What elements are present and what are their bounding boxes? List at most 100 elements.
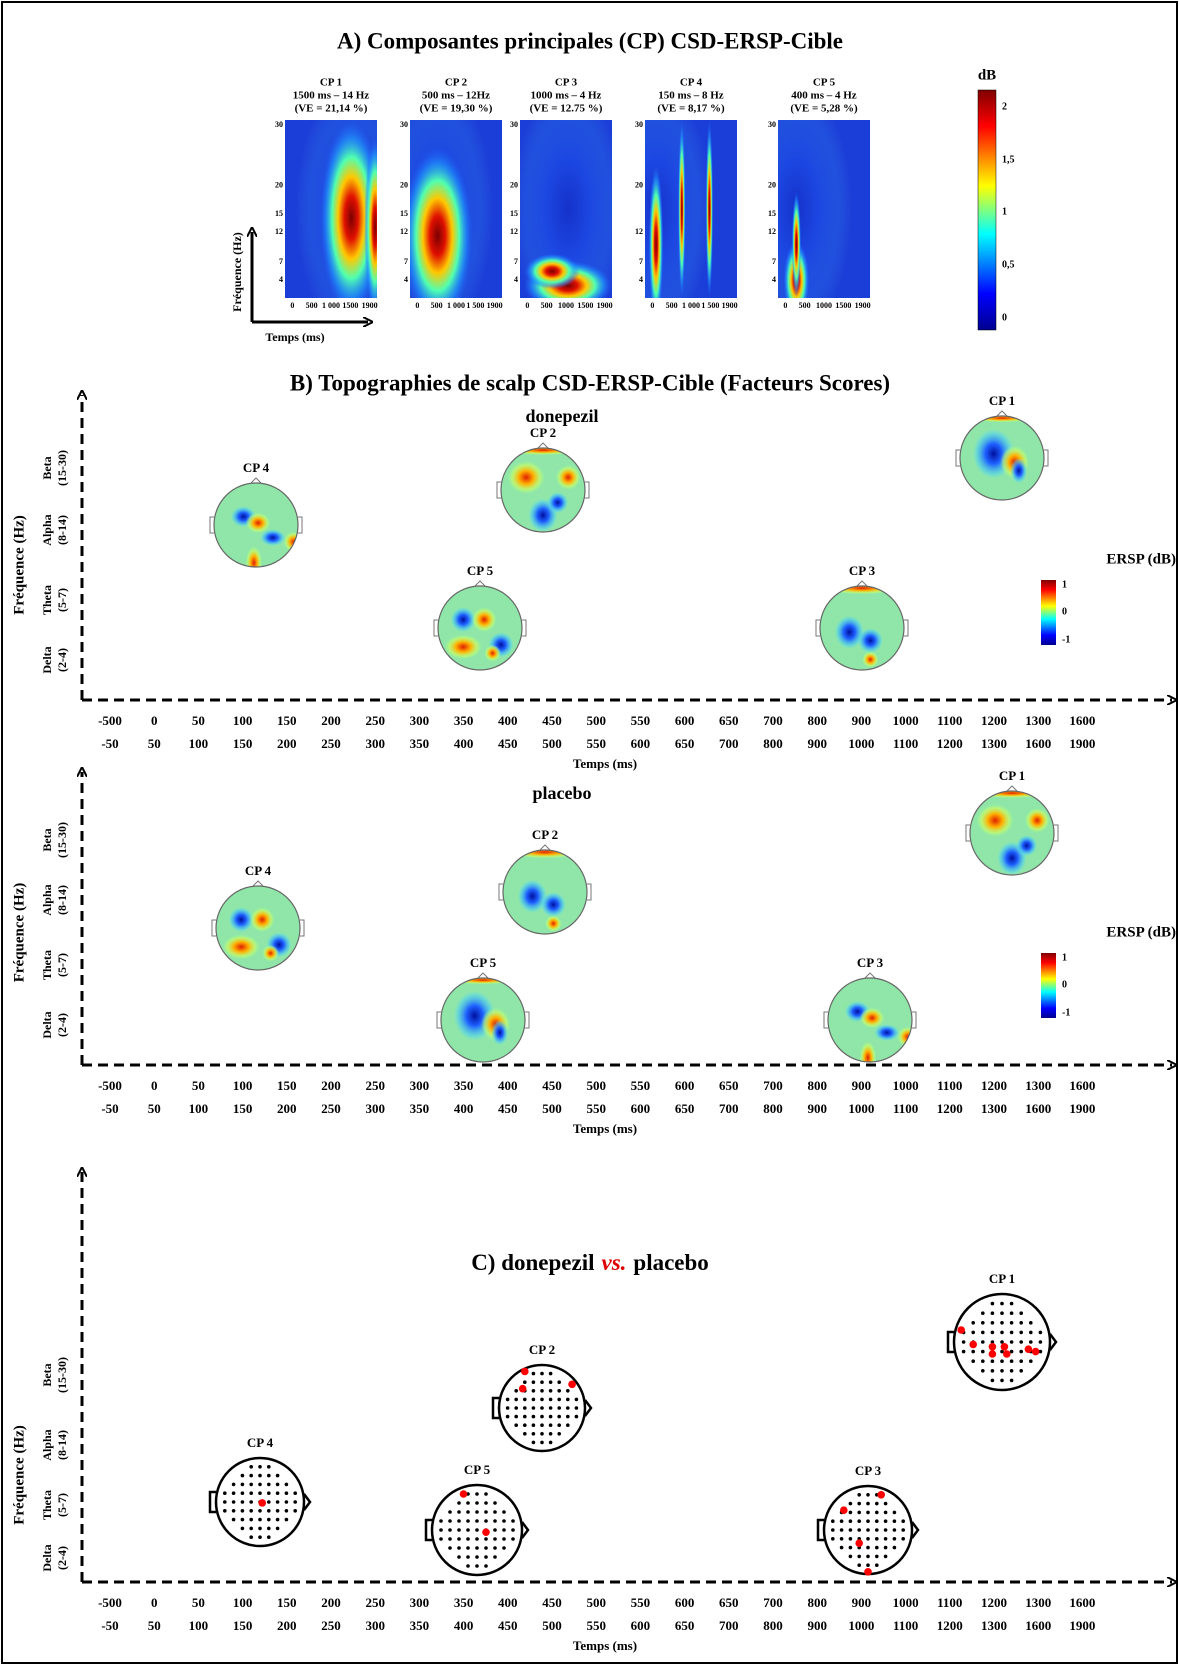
band-range: (15-30)	[55, 450, 69, 486]
x-tick-label: 550	[631, 713, 651, 728]
band-range: (8-14)	[55, 1430, 69, 1460]
y-tick-label: 20	[275, 181, 283, 190]
topomap-blob	[1024, 807, 1050, 834]
electrode	[875, 1519, 879, 1523]
electrode	[284, 1491, 289, 1495]
electrode	[548, 1397, 553, 1402]
y-axis-label: Fréquence (Hz)	[11, 883, 27, 983]
x-tick-label: 200	[321, 713, 341, 728]
x-tick-label: 0	[151, 713, 158, 728]
electrode	[875, 1545, 879, 1550]
topomap-blob	[249, 907, 275, 933]
map-label: CP 5	[464, 1462, 491, 1477]
heatmap-haze	[520, 120, 612, 298]
significant-electrode	[1031, 1347, 1040, 1356]
x-tick-label: 600	[675, 1078, 695, 1093]
x-axis-label: Temps (ms)	[573, 756, 637, 771]
electrode	[901, 1519, 905, 1523]
x-tick-label: 300	[410, 1078, 430, 1093]
heatmap-blob	[524, 253, 580, 290]
significant-electrode	[1003, 1350, 1011, 1358]
x-tick-label: 900	[807, 1101, 827, 1116]
y-tick-label: 15	[510, 209, 518, 218]
y-tick-label: 20	[400, 181, 408, 190]
electrode	[466, 1555, 470, 1559]
electrode	[466, 1546, 470, 1550]
electrode	[990, 1321, 995, 1325]
electrode	[1009, 1369, 1014, 1373]
y-tick-label: 30	[635, 120, 643, 129]
x-tick-label: -500	[98, 1595, 122, 1610]
electrode	[574, 1397, 579, 1402]
electrode	[448, 1510, 452, 1514]
electrode	[557, 1380, 561, 1384]
electrode	[493, 1546, 497, 1550]
x-tick-label: 0	[151, 1078, 158, 1093]
x-tick-label: 50	[148, 736, 161, 751]
x-tick-label: 500	[586, 713, 606, 728]
x-tick-label: 0	[151, 1595, 158, 1610]
x-tick-label: 650	[675, 1618, 695, 1633]
electrode	[475, 1528, 479, 1532]
heatmap-blob	[319, 120, 377, 298]
topomap	[960, 416, 1044, 500]
topomap-blob	[222, 934, 261, 960]
x-tick-label: 1100	[893, 1101, 918, 1116]
x-tick-label: 1900	[722, 301, 738, 310]
x-tick-label: 650	[719, 713, 739, 728]
y-axis-label: Fréquence (Hz)	[230, 232, 244, 312]
band-range: (15-30)	[55, 822, 69, 858]
x-tick-label: 1900	[487, 301, 503, 310]
electrode	[866, 1501, 870, 1506]
significant-electrode	[988, 1350, 997, 1358]
topomap-blob	[491, 1020, 509, 1046]
electrode	[981, 1359, 985, 1363]
electrode	[883, 1545, 888, 1550]
x-tick-label: 1600	[1025, 1101, 1051, 1116]
x-axis-label: Temps (ms)	[265, 330, 324, 344]
band-name: Theta	[40, 585, 54, 615]
topomap-blob	[1016, 835, 1038, 857]
electrode	[848, 1519, 853, 1523]
electrode	[981, 1330, 985, 1335]
topomap-blob	[245, 512, 271, 534]
electrode	[240, 1509, 245, 1513]
topomap-nose	[252, 880, 264, 887]
electrode	[866, 1537, 870, 1541]
electrode	[502, 1546, 506, 1550]
x-tick-label: 500	[542, 736, 562, 751]
electrode	[505, 1414, 510, 1419]
x-tick-label: -50	[101, 736, 118, 751]
significant-electrode	[521, 1367, 529, 1376]
topomap-ear	[498, 883, 592, 901]
x-tick-label: 1500	[835, 301, 851, 310]
electrode-ear	[946, 1330, 1058, 1354]
x-tick-label: 300	[365, 1101, 385, 1116]
x-tick-label: 500	[306, 301, 318, 310]
electrode	[511, 1519, 515, 1523]
x-tick-label: 350	[454, 1595, 474, 1610]
x-tick-label: 900	[852, 1078, 872, 1093]
topomap-outline	[437, 585, 523, 671]
x-tick-label: 450	[498, 736, 518, 751]
electrode	[439, 1519, 443, 1523]
electrode	[540, 1406, 544, 1410]
electrode	[540, 1397, 544, 1402]
electrode	[249, 1509, 253, 1513]
electrode	[240, 1482, 245, 1487]
topomap-ear	[815, 619, 909, 637]
electrode	[493, 1519, 497, 1523]
y-tick-label: 30	[768, 120, 776, 129]
topomap	[441, 978, 525, 1062]
electrode	[1009, 1321, 1014, 1325]
significant-electrode	[518, 1384, 527, 1393]
colorbar-tick: 0,5	[1002, 259, 1015, 270]
x-tick-label: 900	[852, 1595, 872, 1610]
electrode	[457, 1528, 461, 1532]
electrode	[249, 1473, 253, 1478]
electrode	[857, 1501, 861, 1506]
electrode	[484, 1492, 488, 1496]
x-tick-label: 1000	[848, 1618, 874, 1633]
x-tick-label: 650	[719, 1595, 739, 1610]
electrode	[493, 1501, 497, 1505]
